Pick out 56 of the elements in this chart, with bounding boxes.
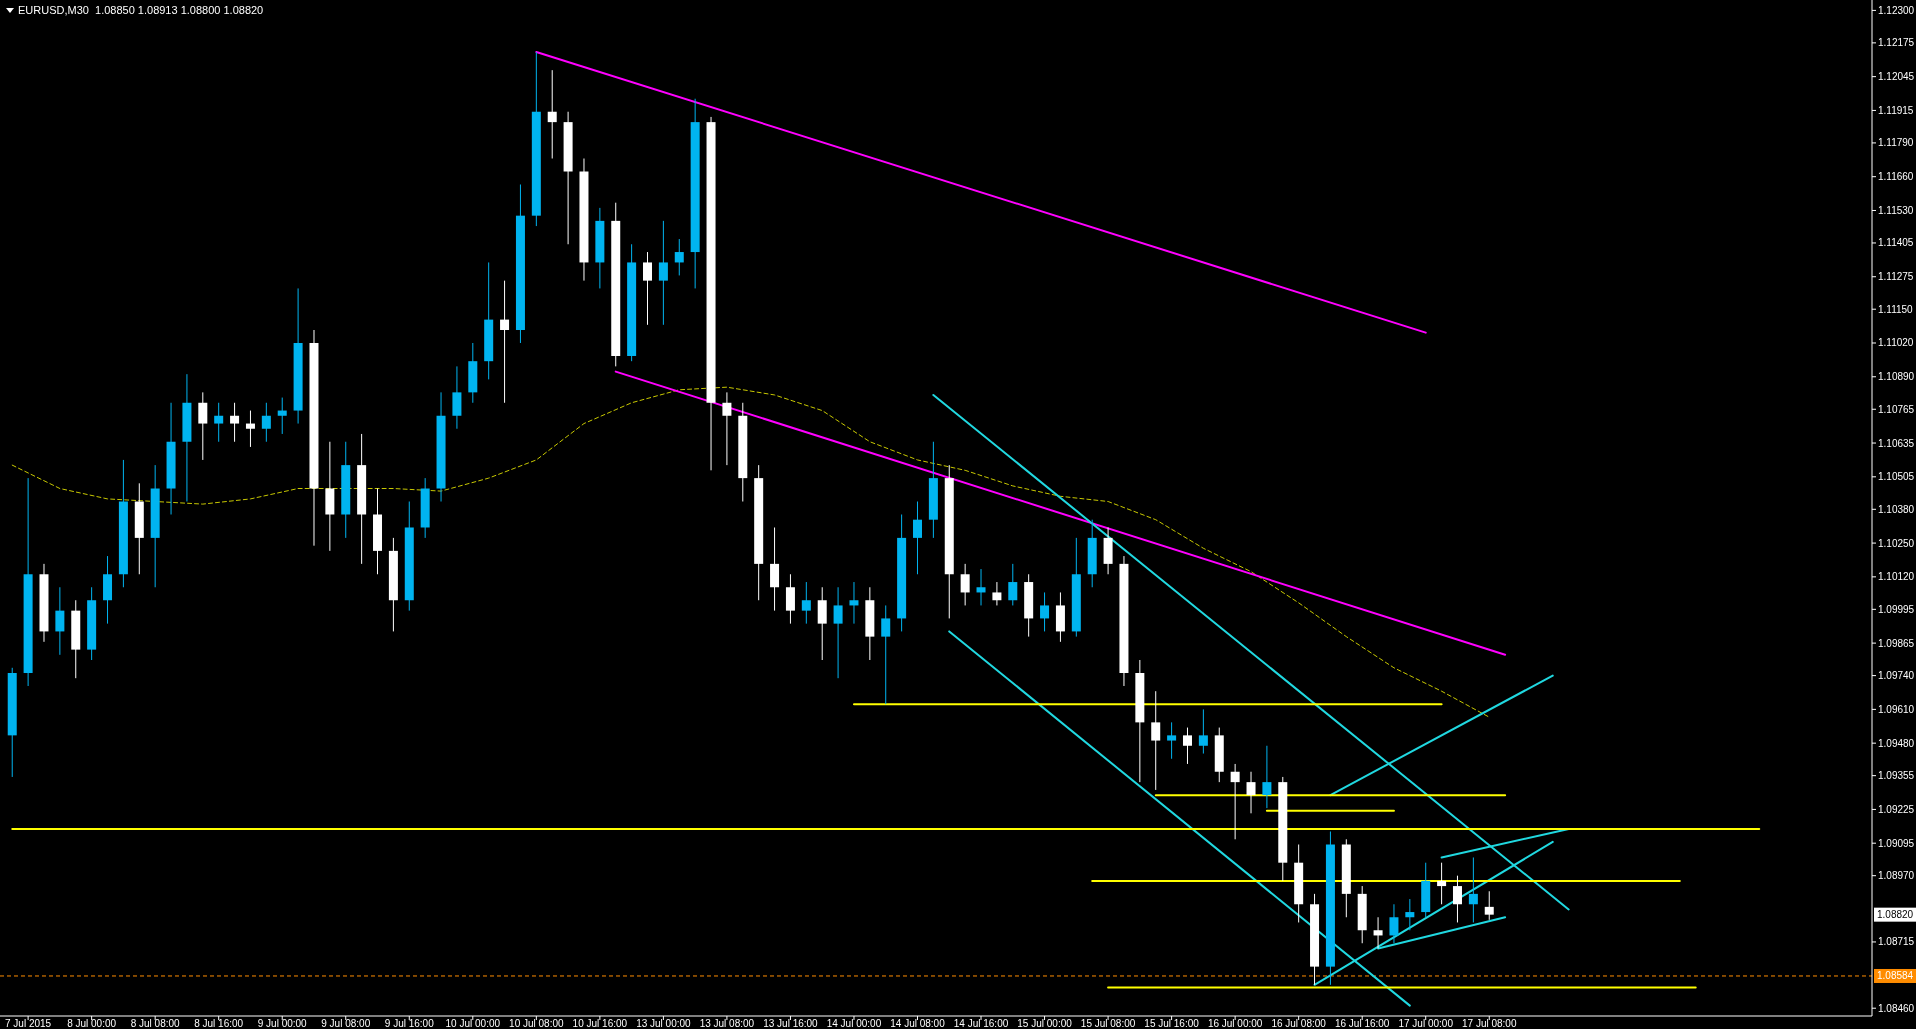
y-tick-label: 1.11405 [1878,237,1914,249]
y-tick-label: 1.09095 [1878,837,1915,849]
y-tick-label: 1.09610 [1878,703,1915,715]
x-tick-label: 8 Jul 00:00 [67,1018,117,1029]
y-tick-label: 1.09355 [1878,770,1915,782]
x-tick-label: 10 Jul 08:00 [509,1018,565,1029]
x-tick-label: 10 Jul 16:00 [572,1018,628,1029]
x-tick-label: 9 Jul 08:00 [321,1018,371,1029]
ref-line-label: 1.08584 [1877,970,1914,982]
x-tick-label: 8 Jul 16:00 [194,1018,244,1029]
y-tick-label: 1.11660 [1878,171,1914,183]
y-tick-label: 1.10635 [1878,437,1915,449]
y-tick-label: 1.11530 [1878,204,1914,216]
y-tick-label: 1.10765 [1878,403,1915,415]
x-tick-label: 14 Jul 08:00 [890,1018,946,1029]
x-tick-label: 17 Jul 00:00 [1398,1018,1454,1029]
x-tick-label: 15 Jul 08:00 [1080,1018,1136,1029]
x-tick-label: 14 Jul 00:00 [826,1018,882,1029]
x-tick-label: 9 Jul 00:00 [257,1018,308,1029]
y-tick-label: 1.11150 [1878,303,1914,315]
y-tick-label: 1.11275 [1878,271,1914,283]
x-tick-label: 16 Jul 08:00 [1271,1018,1327,1029]
y-tick-label: 1.10380 [1878,503,1915,515]
y-tick-label: 1.12045 [1878,71,1915,83]
x-tick-label: 16 Jul 00:00 [1207,1018,1263,1029]
x-tick-label: 13 Jul 00:00 [636,1018,692,1029]
y-tick-label: 1.11790 [1878,137,1914,149]
x-tick-label: 17 Jul 08:00 [1462,1018,1517,1029]
y-tick-label: 1.09225 [1878,803,1915,815]
x-tick-label: 15 Jul 00:00 [1017,1018,1073,1029]
x-tick-label: 14 Jul 16:00 [953,1018,1009,1029]
y-tick-label: 1.08715 [1878,936,1915,948]
y-tick-label: 1.09865 [1878,637,1915,649]
x-tick-label: 10 Jul 00:00 [445,1018,501,1029]
x-tick-label: 13 Jul 16:00 [763,1018,819,1029]
y-tick-label: 1.08460 [1878,1002,1915,1014]
y-tick-label: 1.10505 [1878,471,1915,483]
x-tick-label: 13 Jul 08:00 [699,1018,755,1029]
x-tick-label: 9 Jul 16:00 [384,1018,435,1029]
y-tick-label: 1.10250 [1878,537,1915,549]
x-tick-label: 8 Jul 08:00 [130,1018,181,1029]
y-tick-label: 1.09740 [1878,670,1915,682]
x-tick-label: 15 Jul 16:00 [1144,1018,1200,1029]
x-tick-label: 16 Jul 16:00 [1334,1018,1390,1029]
y-tick-label: 1.11020 [1878,337,1914,349]
y-tick-label: 1.09995 [1878,603,1915,615]
y-tick-label: 1.11915 [1878,104,1914,116]
chart-title: EURUSD,M30 1.08850 1.08913 1.08800 1.08820 [18,4,264,16]
y-tick-label: 1.12175 [1878,37,1915,49]
y-tick-label: 1.09480 [1878,737,1915,749]
x-tick-label: 7 Jul 2015 [5,1018,52,1029]
y-tick-label: 1.10120 [1878,571,1915,583]
y-tick-label: 1.12300 [1878,4,1915,16]
y-tick-label: 1.10890 [1878,371,1915,383]
y-tick-label: 1.08970 [1878,870,1915,882]
annotation: 1.08820 [1877,909,1914,921]
